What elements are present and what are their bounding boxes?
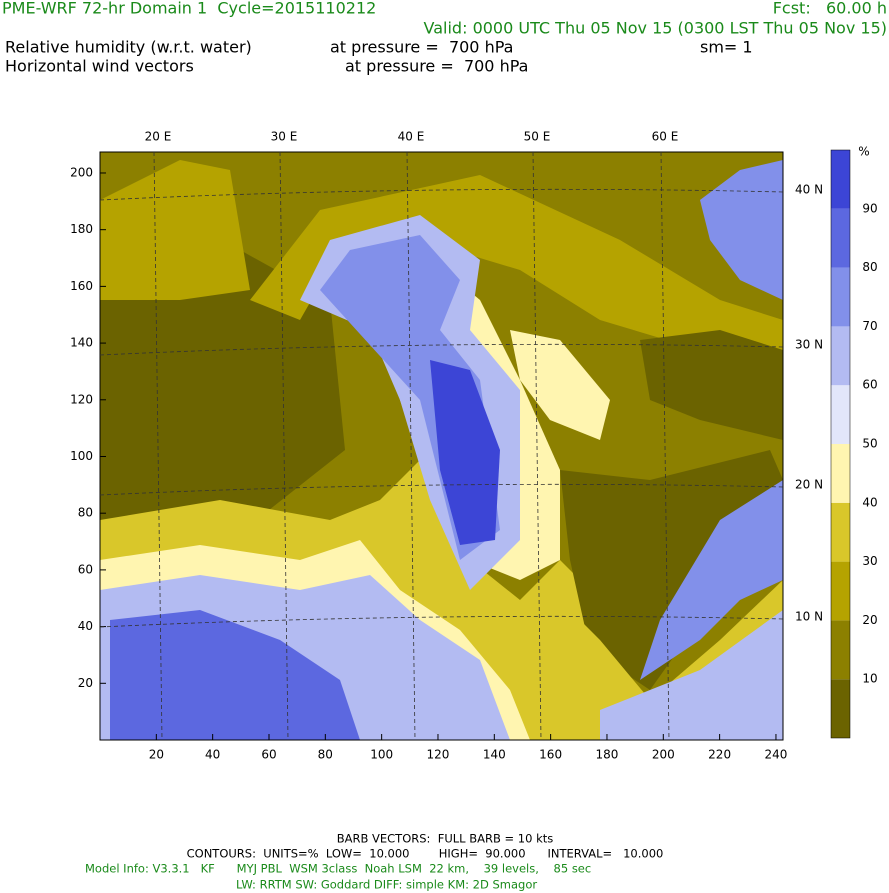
colorbar-label: 10 bbox=[862, 672, 877, 686]
colorbar-label: 30 bbox=[862, 554, 877, 568]
x-tick-label: 100 bbox=[370, 748, 393, 762]
longitude-line bbox=[153, 151, 163, 741]
y-tick-label: 20 bbox=[78, 676, 93, 690]
y-tick-label: 160 bbox=[70, 279, 93, 293]
colorbar-swatch bbox=[831, 444, 850, 503]
physics-info: LW: RRTM SW: Goddard DIFF: simple KM: 2D… bbox=[236, 878, 537, 892]
colorbar-swatch bbox=[831, 267, 850, 327]
colorbar-swatch bbox=[831, 561, 850, 621]
latitude-label: 10 N bbox=[795, 610, 823, 624]
colorbar-swatch bbox=[831, 208, 850, 268]
y-tick-label: 100 bbox=[70, 449, 93, 463]
longitude-line bbox=[279, 151, 289, 741]
smoothing: sm= 1 bbox=[700, 38, 753, 57]
longitude-line bbox=[532, 151, 542, 741]
colorbar-label: 80 bbox=[862, 260, 877, 274]
x-tick-label: 180 bbox=[596, 748, 619, 762]
field-name: Horizontal wind vectors bbox=[5, 57, 194, 76]
x-tick-label: 200 bbox=[652, 748, 675, 762]
latitude-label: 40 N bbox=[795, 183, 823, 197]
y-tick-label: 200 bbox=[70, 165, 93, 179]
colorbar-label: 70 bbox=[862, 319, 877, 333]
longitude-label: 30 E bbox=[271, 130, 298, 144]
y-tick-label: 140 bbox=[70, 336, 93, 350]
y-tick-label: 40 bbox=[78, 619, 93, 633]
y-tick-label: 80 bbox=[78, 506, 93, 520]
colorbar-label: 40 bbox=[862, 495, 877, 509]
latitude-label: 30 N bbox=[795, 338, 823, 352]
longitude-label: 50 E bbox=[524, 130, 551, 144]
y-tick-label: 120 bbox=[70, 392, 93, 406]
x-tick-label: 140 bbox=[483, 748, 506, 762]
x-tick-label: 160 bbox=[539, 748, 562, 762]
longitude-label: 20 E bbox=[145, 130, 172, 144]
colorbar-swatch bbox=[831, 150, 850, 209]
longitude-label: 40 E bbox=[398, 130, 425, 144]
colorbar-swatch bbox=[831, 679, 850, 738]
model-info: Model Info: V3.3.1 KF MYJ PBL WSM 3class… bbox=[85, 862, 591, 876]
x-tick-label: 240 bbox=[765, 748, 788, 762]
x-tick-label: 120 bbox=[427, 748, 450, 762]
field-name: Relative humidity (w.r.t. water) bbox=[5, 38, 252, 57]
colorbar-label: 60 bbox=[862, 378, 877, 392]
longitude-line bbox=[660, 151, 670, 741]
map-frame bbox=[99, 151, 784, 741]
y-tick-label: 60 bbox=[78, 562, 93, 576]
field-level: at pressure = 700 hPa bbox=[330, 38, 513, 57]
humidity-field bbox=[100, 152, 783, 740]
x-tick-label: 220 bbox=[708, 748, 731, 762]
colorbar-swatch bbox=[831, 326, 850, 386]
x-tick-label: 20 bbox=[149, 748, 164, 762]
colorbar-swatch bbox=[831, 385, 850, 444]
valid-time: Valid: 0000 UTC Thu 05 Nov 15 (0300 LST … bbox=[424, 19, 887, 38]
forecast-hour: Fcst: 60.00 h bbox=[773, 0, 887, 18]
latitude-label: 20 N bbox=[795, 478, 823, 492]
run-title: PME-WRF 72-hr Domain 1 Cycle=2015110212 bbox=[2, 0, 376, 18]
colorbar-swatch bbox=[831, 620, 850, 680]
y-tick-label: 180 bbox=[70, 222, 93, 236]
colorbar-label: 20 bbox=[862, 613, 877, 627]
barb-info: BARB VECTORS: FULL BARB = 10 kts bbox=[337, 832, 554, 846]
colorbar-label: 50 bbox=[862, 437, 877, 451]
x-tick-label: 40 bbox=[205, 748, 220, 762]
x-tick-label: 60 bbox=[261, 748, 276, 762]
colorbar-frame bbox=[830, 149, 851, 739]
x-tick-label: 80 bbox=[318, 748, 333, 762]
longitude-label: 60 E bbox=[652, 130, 679, 144]
field-level: at pressure = 700 hPa bbox=[345, 57, 528, 76]
colorbar-unit: % bbox=[858, 145, 869, 159]
longitude-line bbox=[406, 151, 416, 741]
colorbar-label: 90 bbox=[862, 201, 877, 215]
colorbar-swatch bbox=[831, 502, 850, 562]
contour-info: CONTOURS: UNITS=% LOW= 10.000 HIGH= 90.0… bbox=[187, 847, 664, 861]
